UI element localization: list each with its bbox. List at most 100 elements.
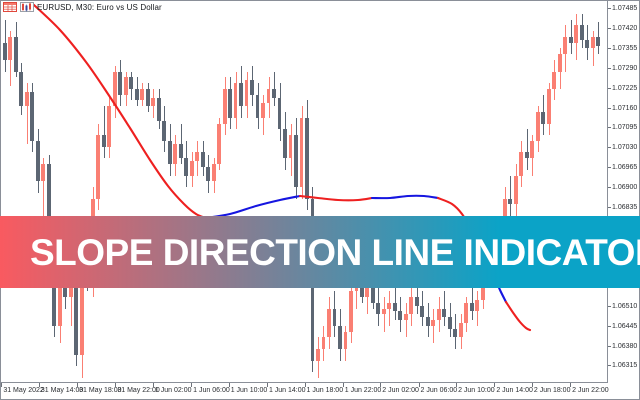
candle-body (453, 328, 458, 338)
price-axis-label: 1.06835 (612, 203, 638, 211)
tick-mark (608, 147, 611, 149)
candle-body (541, 112, 546, 124)
price-axis-tick: 1.07420 (608, 24, 637, 33)
candle-body (519, 152, 524, 176)
price-axis-tick: 1.07485 (608, 4, 637, 13)
candle-body (475, 299, 480, 312)
candle-body (436, 308, 441, 321)
plot-bottom-border (0, 382, 608, 383)
promo-banner: SLOPE DIRECTION LINE INDICATOR (0, 216, 640, 288)
candle-body (140, 88, 145, 101)
candle-body (129, 77, 134, 89)
tick-mark (608, 325, 611, 327)
candle-body (398, 311, 403, 321)
candle-body (233, 83, 238, 118)
symbol-title: EURUSD, M30: Euro vs US Dollar (37, 2, 162, 12)
candle-body (409, 296, 414, 315)
price-axis-tick: 1.06380 (608, 342, 637, 351)
candle-wick (417, 279, 418, 315)
tick-mark (418, 383, 420, 387)
candle-body (63, 279, 68, 297)
candle-body (524, 152, 529, 159)
price-axis-tick: 1.06900 (608, 183, 637, 192)
price-axis-label: 1.07290 (612, 64, 638, 72)
price-axis-label: 1.07225 (612, 84, 638, 92)
tick-mark (228, 383, 230, 387)
tick-mark (608, 345, 611, 347)
candle-body (387, 302, 392, 309)
candle-body (239, 83, 243, 107)
candle-body (425, 317, 430, 326)
candle-body (13, 36, 18, 72)
time-axis-label: 1 Jun 22:00 (344, 387, 382, 394)
price-axis-tick: 1.07290 (608, 64, 637, 73)
candle-body (178, 143, 183, 159)
candle-body (442, 308, 447, 318)
price-axis-tick: 1.06835 (608, 203, 637, 212)
tick-mark (494, 383, 496, 387)
candle-body (568, 36, 573, 43)
tick-mark (608, 365, 611, 367)
candle-body (8, 36, 13, 60)
price-axis-label: 1.07095 (612, 124, 638, 132)
candle-body (162, 120, 167, 141)
candle-body (167, 140, 172, 165)
price-axis-tick: 1.07095 (608, 123, 637, 132)
time-axis-label: 2 Jun 22:00 (572, 387, 609, 394)
candle-body (305, 117, 309, 199)
candle-body (447, 317, 452, 329)
candle-wick (389, 291, 390, 326)
candle-body (392, 302, 397, 312)
candle-body (321, 337, 326, 349)
time-axis-label: 31 May 14:00 (40, 387, 84, 394)
table-grid-icon[interactable] (3, 2, 17, 12)
candlestick-chart-icon[interactable] (20, 2, 34, 12)
price-axis-label: 1.07030 (612, 144, 638, 152)
tick-mark (77, 383, 79, 387)
time-axis-label: 31 May 18:00 (79, 387, 122, 394)
candle-body (596, 36, 601, 46)
candle-wick (510, 175, 511, 217)
promo-banner-title: SLOPE DIRECTION LINE INDICATOR (30, 231, 640, 273)
time-axis-label: 31 May 2022 (3, 387, 44, 394)
price-axis-tick: 1.07355 (608, 44, 637, 53)
candle-body (469, 302, 474, 312)
time-axis-label: 1 Jun 02:00 (154, 387, 192, 394)
candle-body (184, 158, 189, 176)
tick-mark (531, 383, 533, 387)
candle-body (250, 80, 254, 95)
price-axis-tick: 1.07225 (608, 84, 637, 93)
tick-mark (608, 67, 611, 69)
tick-mark (266, 383, 268, 387)
candle-body (294, 135, 298, 188)
price-axis-label: 1.06445 (612, 322, 638, 330)
time-axis-label: 1 Jun 06:00 (193, 387, 230, 394)
candle-body (414, 296, 419, 306)
tick-mark (38, 383, 40, 387)
tick-mark (191, 383, 193, 387)
candle-body (206, 166, 211, 182)
candle-body (118, 71, 123, 95)
candle-body (145, 88, 150, 107)
candle-wick (27, 83, 28, 144)
candle-body (57, 279, 62, 326)
candle-body (563, 36, 568, 55)
time-axis-label: 1 Jun 10:00 (230, 387, 268, 394)
time-axis[interactable]: 31 May 2022 31 May 14:00 31 May 18:00 31 Ma… (0, 383, 609, 400)
candle-body (420, 305, 425, 318)
tick-mark (456, 383, 458, 387)
tick-mark (608, 206, 611, 208)
candle-wick (395, 285, 396, 321)
time-axis-label: 1 Jun 18:00 (306, 387, 344, 394)
price-axis[interactable]: 1.07485 1.07420 1.07355 1.07290 1.07225 1.071… (608, 0, 640, 383)
candle-body (228, 88, 232, 118)
candle-body (211, 164, 216, 182)
candle-body (338, 325, 342, 349)
tick-mark (304, 383, 306, 387)
price-axis-tick: 1.06965 (608, 163, 637, 172)
candle-wick (433, 308, 434, 344)
time-axis-label: 1 Jun 14:00 (268, 387, 306, 394)
candle-body (41, 164, 46, 182)
tick-mark (342, 383, 344, 387)
